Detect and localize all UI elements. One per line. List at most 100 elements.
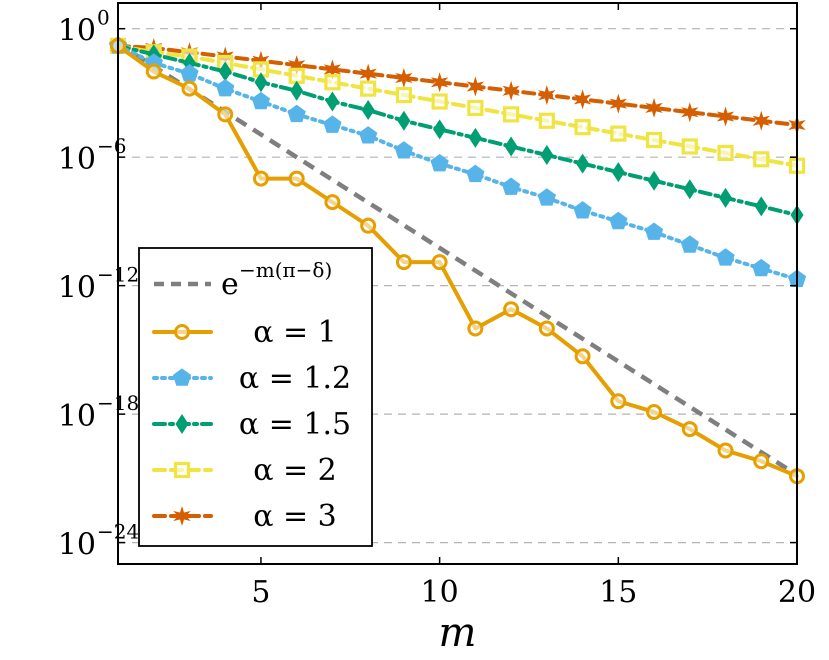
data-point bbox=[324, 74, 341, 91]
data-point bbox=[468, 127, 482, 148]
data-point bbox=[717, 144, 734, 161]
data-point bbox=[360, 80, 377, 97]
series-line bbox=[116, 43, 799, 217]
data-point bbox=[646, 403, 663, 420]
data-point bbox=[576, 153, 590, 174]
data-point bbox=[502, 80, 520, 101]
series-1 bbox=[110, 37, 805, 485]
data-point bbox=[716, 248, 735, 266]
data-point bbox=[359, 63, 377, 84]
data-point bbox=[252, 50, 270, 71]
data-point bbox=[610, 393, 627, 410]
data-point bbox=[680, 235, 699, 253]
y-tick-exponent: −18 bbox=[97, 391, 139, 415]
data-point bbox=[645, 97, 663, 118]
series-1-2 bbox=[108, 36, 807, 287]
data-point bbox=[431, 254, 448, 271]
data-point bbox=[503, 106, 520, 123]
data-point bbox=[395, 254, 412, 271]
legend-box bbox=[138, 247, 373, 547]
data-point bbox=[683, 179, 697, 200]
x-axis-label: m bbox=[439, 610, 477, 656]
data-point bbox=[360, 217, 377, 234]
data-point bbox=[540, 145, 554, 166]
data-point bbox=[681, 138, 698, 155]
data-point bbox=[394, 141, 414, 159]
data-point bbox=[252, 170, 269, 187]
data-point bbox=[754, 196, 768, 217]
data-point bbox=[254, 72, 268, 93]
data-point bbox=[504, 136, 518, 157]
data-point bbox=[395, 67, 413, 88]
data-point bbox=[609, 93, 627, 114]
data-point bbox=[395, 86, 412, 104]
data-point bbox=[430, 153, 449, 172]
data-point bbox=[611, 162, 625, 183]
legend-label: α = 1 bbox=[253, 315, 337, 350]
data-point bbox=[501, 177, 521, 195]
y-tick-label: 10 bbox=[58, 142, 96, 177]
y-tick-exponent: −12 bbox=[97, 263, 139, 287]
plot-frame bbox=[117, 2, 798, 565]
data-point bbox=[574, 348, 591, 365]
data-point bbox=[752, 110, 770, 131]
data-point bbox=[573, 89, 592, 110]
data-point bbox=[145, 63, 162, 80]
data-point bbox=[430, 72, 449, 93]
data-point bbox=[681, 102, 699, 123]
data-point bbox=[717, 442, 734, 459]
legend-label: e bbox=[221, 267, 239, 302]
y-tick-exponent: −24 bbox=[97, 520, 139, 544]
x-tick-label: 10 bbox=[421, 575, 459, 610]
data-point bbox=[716, 106, 735, 127]
legend-marker bbox=[174, 324, 190, 340]
y-tick-label: 10 bbox=[58, 399, 96, 434]
data-point bbox=[753, 453, 770, 470]
data-point bbox=[467, 320, 484, 337]
legend-label: α = 1.2 bbox=[239, 361, 351, 396]
x-tick-label: 15 bbox=[599, 575, 637, 610]
data-point bbox=[466, 76, 485, 97]
data-point bbox=[325, 91, 339, 112]
legend-label: α = 1.5 bbox=[239, 407, 351, 442]
data-point bbox=[290, 80, 304, 101]
data-point bbox=[217, 106, 234, 123]
data-point bbox=[251, 91, 271, 110]
series-1-5 bbox=[111, 35, 804, 225]
data-point bbox=[180, 64, 199, 82]
x-tick-label: 20 bbox=[778, 575, 816, 610]
data-point bbox=[431, 93, 448, 110]
x-tick-label: 5 bbox=[251, 575, 270, 610]
data-point bbox=[466, 164, 485, 183]
data-point bbox=[647, 170, 661, 191]
data-point bbox=[609, 211, 628, 230]
legend-label-exponent: −m(π−δ) bbox=[239, 258, 332, 282]
data-point bbox=[216, 79, 235, 97]
data-point bbox=[503, 301, 520, 318]
data-point bbox=[573, 201, 592, 219]
data-point bbox=[752, 258, 771, 277]
legend-marker bbox=[173, 461, 191, 479]
data-point bbox=[538, 85, 556, 106]
reference-line bbox=[116, 41, 799, 477]
data-point bbox=[645, 131, 663, 149]
legend-label: α = 3 bbox=[253, 499, 337, 534]
data-point bbox=[433, 119, 447, 140]
data-point bbox=[359, 126, 378, 144]
data-point bbox=[467, 99, 484, 117]
y-tick-label: 10 bbox=[58, 271, 96, 306]
series-layer bbox=[108, 35, 807, 485]
legend: e −m(π−δ) α = 1 α = 1.2 α = 1.5 α = 2 α = 3 bbox=[138, 247, 373, 547]
data-point bbox=[538, 320, 555, 337]
data-point bbox=[644, 222, 664, 240]
data-point bbox=[681, 421, 698, 438]
data-point bbox=[288, 67, 305, 84]
data-point bbox=[218, 61, 232, 82]
data-point bbox=[719, 187, 733, 208]
data-point bbox=[574, 119, 591, 136]
data-point bbox=[323, 115, 342, 133]
data-point bbox=[610, 125, 627, 142]
y-tick-label: 10 bbox=[58, 528, 96, 563]
